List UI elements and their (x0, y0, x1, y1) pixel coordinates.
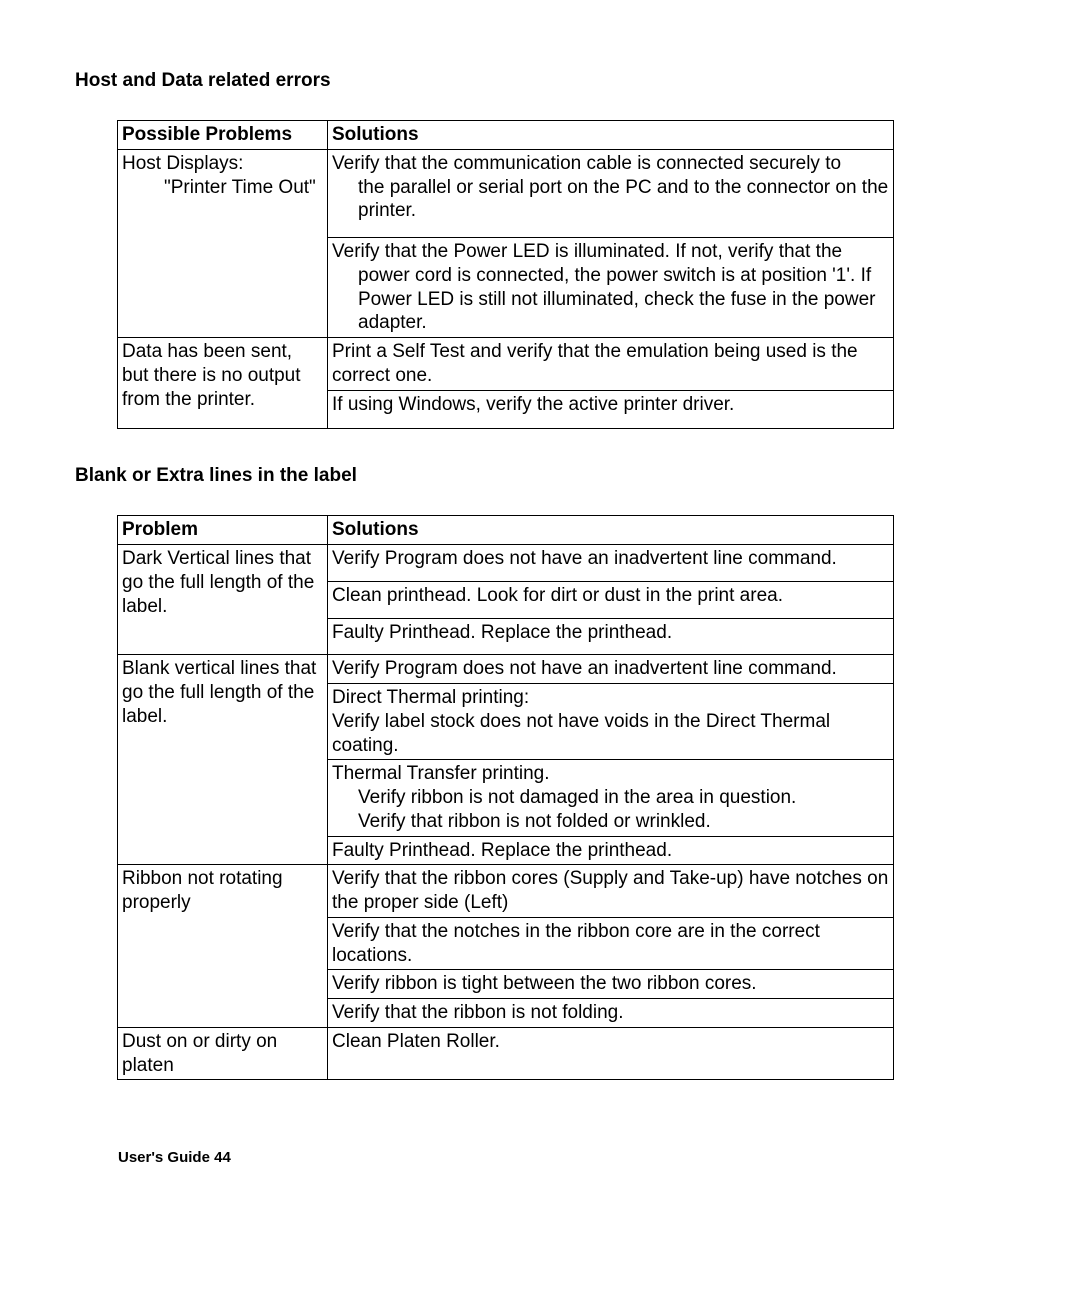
cell-problem: Ribbon not rotating properly (118, 865, 328, 1028)
solution-text: the parallel or serial port on the PC an… (332, 176, 889, 224)
cell-solution: Print a Self Test and verify that the em… (328, 338, 894, 391)
solution-text: Verify ribbon is not damaged in the area… (332, 786, 889, 810)
cell-solution: Thermal Transfer printing. Verify ribbon… (328, 760, 894, 836)
cell-solution: If using Windows, verify the active prin… (328, 390, 894, 429)
solution-text: Verify that ribbon is not folded or wrin… (332, 810, 889, 834)
table-row: Dark Vertical lines that go the full len… (118, 545, 894, 582)
solution-text: Thermal Transfer printing. (332, 763, 550, 784)
cell-solution: Clean printhead. Look for dirt or dust i… (328, 581, 894, 618)
table-header-row: Possible Problems Solutions (118, 121, 894, 150)
table-row: Host Displays: "Printer Time Out" Verify… (118, 149, 894, 237)
solution-text: Direct Thermal printing: (332, 687, 529, 708)
cell-solution: Clean Platen Roller. (328, 1027, 894, 1080)
cell-solution: Verify ribbon is tight between the two r… (328, 970, 894, 999)
cell-solution: Direct Thermal printing: Verify label st… (328, 684, 894, 760)
problem-text: "Printer Time Out" (122, 176, 323, 200)
cell-solution: Verify Program does not have an inadvert… (328, 545, 894, 582)
footer-label: User's Guide (118, 1149, 210, 1166)
footer-page-number: 44 (214, 1149, 231, 1166)
cell-solution: Verify that the communication cable is c… (328, 149, 894, 237)
cell-solution: Verify that the Power LED is illuminated… (328, 238, 894, 338)
solution-text: Verify that the Power LED is illuminated… (332, 241, 842, 262)
table-row: Ribbon not rotating properly Verify that… (118, 865, 894, 918)
section-heading-host-data: Host and Data related errors (75, 70, 1005, 92)
solution-text: Verify label stock does not have voids i… (332, 711, 830, 756)
cell-problem: Dust on or dirty on platen (118, 1027, 328, 1080)
col-header-problem: Problem (118, 516, 328, 545)
cell-solution: Faulty Printhead. Replace the printhead. (328, 836, 894, 865)
cell-problem: Blank vertical lines that go the full le… (118, 655, 328, 865)
cell-solution: Verify Program does not have an inadvert… (328, 655, 894, 684)
problem-text: Host Displays: (122, 153, 243, 174)
table-row: Blank vertical lines that go the full le… (118, 655, 894, 684)
page-footer: User's Guide 44 (118, 1149, 231, 1166)
table-host-data-errors: Possible Problems Solutions Host Display… (117, 120, 894, 429)
table-row: Data has been sent, but there is no outp… (118, 338, 894, 391)
cell-solution: Faulty Printhead. Replace the printhead. (328, 618, 894, 655)
solution-text: Verify that the communication cable is c… (332, 153, 841, 174)
cell-problem: Host Displays: "Printer Time Out" (118, 149, 328, 337)
cell-solution: Verify that the ribbon is not folding. (328, 999, 894, 1028)
cell-problem: Data has been sent, but there is no outp… (118, 338, 328, 429)
table-row: Dust on or dirty on platen Clean Platen … (118, 1027, 894, 1080)
table-header-row: Problem Solutions (118, 516, 894, 545)
cell-problem: Dark Vertical lines that go the full len… (118, 545, 328, 655)
col-header-solutions: Solutions (328, 121, 894, 150)
table-blank-extra-lines: Problem Solutions Dark Vertical lines th… (117, 515, 894, 1080)
col-header-solutions: Solutions (328, 516, 894, 545)
cell-solution: Verify that the notches in the ribbon co… (328, 917, 894, 970)
solution-text: power cord is connected, the power switc… (332, 264, 889, 335)
col-header-problems: Possible Problems (118, 121, 328, 150)
cell-solution: Verify that the ribbon cores (Supply and… (328, 865, 894, 918)
section-heading-blank-extra: Blank or Extra lines in the label (75, 465, 1005, 487)
